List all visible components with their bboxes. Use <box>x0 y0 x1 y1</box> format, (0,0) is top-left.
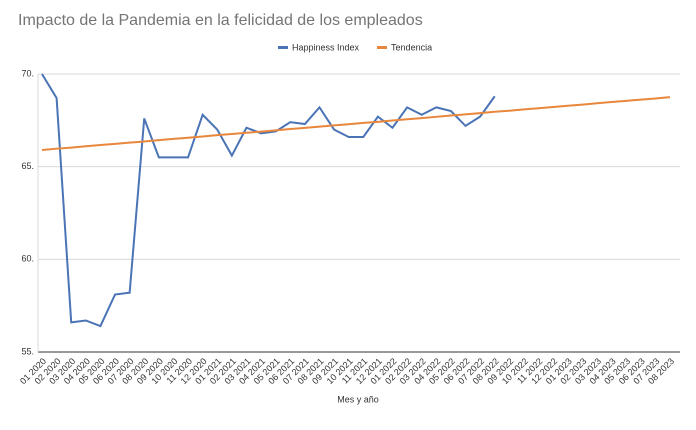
legend-label: Tendencia <box>391 42 432 52</box>
y-tick-label: 55. <box>21 346 34 356</box>
legend-swatch <box>377 46 388 49</box>
x-axis-label: Mes y año <box>337 394 379 404</box>
series-line <box>41 96 671 151</box>
legend-swatch <box>278 46 288 49</box>
chart-title: Impacto de la Pandemia en la felicidad d… <box>18 12 423 29</box>
y-tick-label: 70. <box>21 68 34 78</box>
y-tick-label: 60. <box>21 254 34 264</box>
series-line <box>41 73 496 328</box>
y-tick-label: 65. <box>21 161 34 171</box>
legend-label: Happiness Index <box>292 42 360 52</box>
